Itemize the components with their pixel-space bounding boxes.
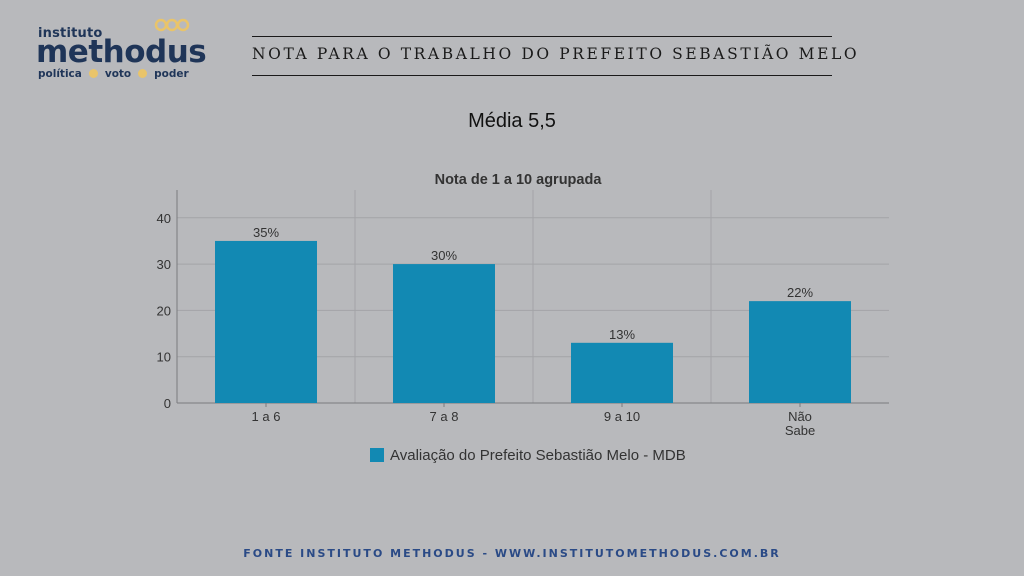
x-tick-label: 9 a 10 bbox=[604, 409, 640, 424]
x-tick-label: 1 a 6 bbox=[252, 409, 281, 424]
header-banner: NOTA PARA O TRABALHO DO PREFEITO SEBASTI… bbox=[252, 36, 860, 76]
tagline-dot bbox=[138, 69, 148, 78]
average-subtitle: Média 5,5 bbox=[468, 110, 556, 132]
y-tick-label: 20 bbox=[157, 303, 171, 318]
page-title: NOTA PARA O TRABALHO DO PREFEITO SEBASTI… bbox=[252, 45, 860, 63]
logo: instituto methodus política voto poder bbox=[36, 16, 207, 86]
chart-legend: Avaliação do Prefeito Sebastião Melo - M… bbox=[370, 447, 686, 469]
x-tick-label: Não bbox=[788, 409, 812, 424]
legend-swatch bbox=[370, 448, 384, 462]
logo-rings-icon bbox=[154, 18, 190, 32]
legend-label: Avaliação do Prefeito Sebastião Melo - M… bbox=[390, 447, 686, 464]
logo-main-text: methodus bbox=[36, 34, 207, 70]
bar bbox=[393, 264, 495, 403]
data-label: 30% bbox=[431, 248, 457, 263]
tagline-word: voto bbox=[104, 68, 132, 80]
x-tick-label: Sabe bbox=[785, 423, 815, 438]
y-tick-label: 10 bbox=[157, 350, 171, 365]
bar bbox=[749, 301, 851, 403]
bar bbox=[571, 342, 673, 403]
chart-bars bbox=[215, 240, 851, 403]
tagline-word: poder bbox=[154, 68, 189, 80]
logo-tagline: política voto poder bbox=[38, 68, 189, 80]
x-tick-label: 7 a 8 bbox=[430, 409, 459, 424]
footer-source: FONTE INSTITUTO METHODUS - WWW.INSTITUTO… bbox=[243, 547, 781, 560]
tagline-dot bbox=[88, 69, 98, 78]
tagline-word: política bbox=[38, 68, 82, 80]
chart-labels: 0 10 20 30 40 35% 1 a 6 30% 7 a 8 13% 9 a 10 22% Não… bbox=[157, 211, 816, 438]
y-tick-label: 30 bbox=[157, 257, 171, 272]
y-tick-label: 40 bbox=[157, 211, 171, 226]
bar bbox=[215, 240, 317, 403]
data-label: 13% bbox=[609, 327, 635, 342]
logo-small-text: instituto bbox=[38, 26, 103, 41]
y-tick-label: 0 bbox=[164, 396, 171, 411]
data-label: 22% bbox=[787, 285, 813, 300]
chart-title: Nota de 1 a 10 agrupada bbox=[435, 172, 603, 188]
data-label: 35% bbox=[253, 225, 279, 240]
